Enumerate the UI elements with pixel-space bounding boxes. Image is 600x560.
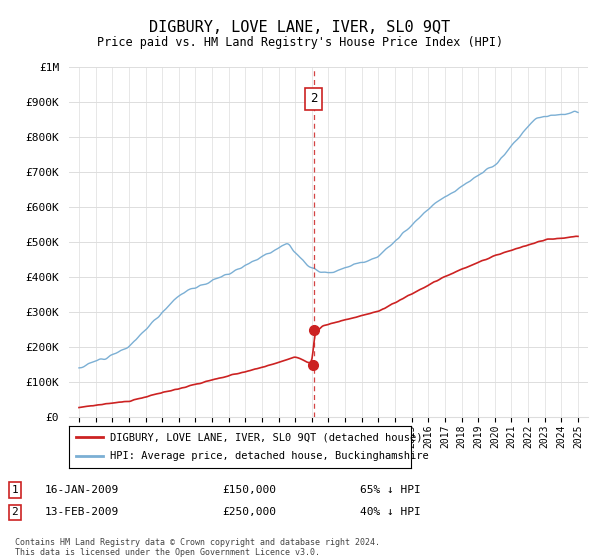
- Text: DIGBURY, LOVE LANE, IVER, SL0 9QT: DIGBURY, LOVE LANE, IVER, SL0 9QT: [149, 20, 451, 35]
- Text: Price paid vs. HM Land Registry's House Price Index (HPI): Price paid vs. HM Land Registry's House …: [97, 36, 503, 49]
- Text: HPI: Average price, detached house, Buckinghamshire: HPI: Average price, detached house, Buck…: [110, 451, 429, 461]
- Text: 40% ↓ HPI: 40% ↓ HPI: [360, 507, 421, 517]
- Text: £150,000: £150,000: [222, 485, 276, 495]
- Text: 65% ↓ HPI: 65% ↓ HPI: [360, 485, 421, 495]
- Text: 2: 2: [11, 507, 19, 517]
- Text: 1: 1: [11, 485, 19, 495]
- Text: 16-JAN-2009: 16-JAN-2009: [45, 485, 119, 495]
- Text: DIGBURY, LOVE LANE, IVER, SL0 9QT (detached house): DIGBURY, LOVE LANE, IVER, SL0 9QT (detac…: [110, 432, 422, 442]
- Text: Contains HM Land Registry data © Crown copyright and database right 2024.
This d: Contains HM Land Registry data © Crown c…: [15, 538, 380, 557]
- Text: 13-FEB-2009: 13-FEB-2009: [45, 507, 119, 517]
- Text: £250,000: £250,000: [222, 507, 276, 517]
- Text: 2: 2: [310, 92, 317, 105]
